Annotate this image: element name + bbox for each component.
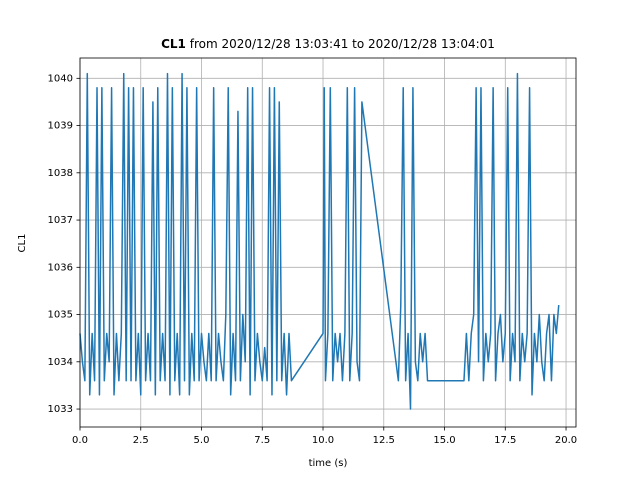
x-tick-label: 20.0 [555, 435, 577, 446]
y-tick-label: 1033 [48, 404, 73, 415]
chart-title: CL1 from 2020/12/28 13:03:41 to 2020/12/… [161, 37, 495, 51]
x-tick-label: 0.0 [72, 435, 88, 446]
x-tick-label: 7.5 [254, 435, 270, 446]
y-tick-label: 1039 [48, 121, 73, 132]
data-line [79, 72, 560, 410]
y-tick-label: 1035 [48, 310, 73, 321]
x-axis-label: time (s) [309, 458, 348, 469]
x-tick-label: 5.0 [194, 435, 210, 446]
title-bold: CL1 [161, 37, 186, 51]
y-tick-label: 1037 [48, 215, 73, 226]
x-tick-label: 17.5 [494, 435, 516, 446]
y-tick-label: 1038 [48, 168, 73, 179]
x-tick-label: 12.5 [373, 435, 395, 446]
title-text: from 2020/12/28 13:03:41 to 2020/12/28 1… [190, 37, 495, 51]
y-tick-label: 1040 [48, 73, 73, 84]
y-tick-label: 1034 [48, 357, 73, 368]
y-axis-label: CL1 [17, 234, 28, 253]
x-tick-label: 10.0 [312, 435, 334, 446]
plot-frame [79, 57, 577, 428]
x-tick-label: 2.5 [133, 435, 149, 446]
y-tick-label: 1036 [48, 262, 73, 273]
x-tick-label: 15.0 [433, 435, 455, 446]
